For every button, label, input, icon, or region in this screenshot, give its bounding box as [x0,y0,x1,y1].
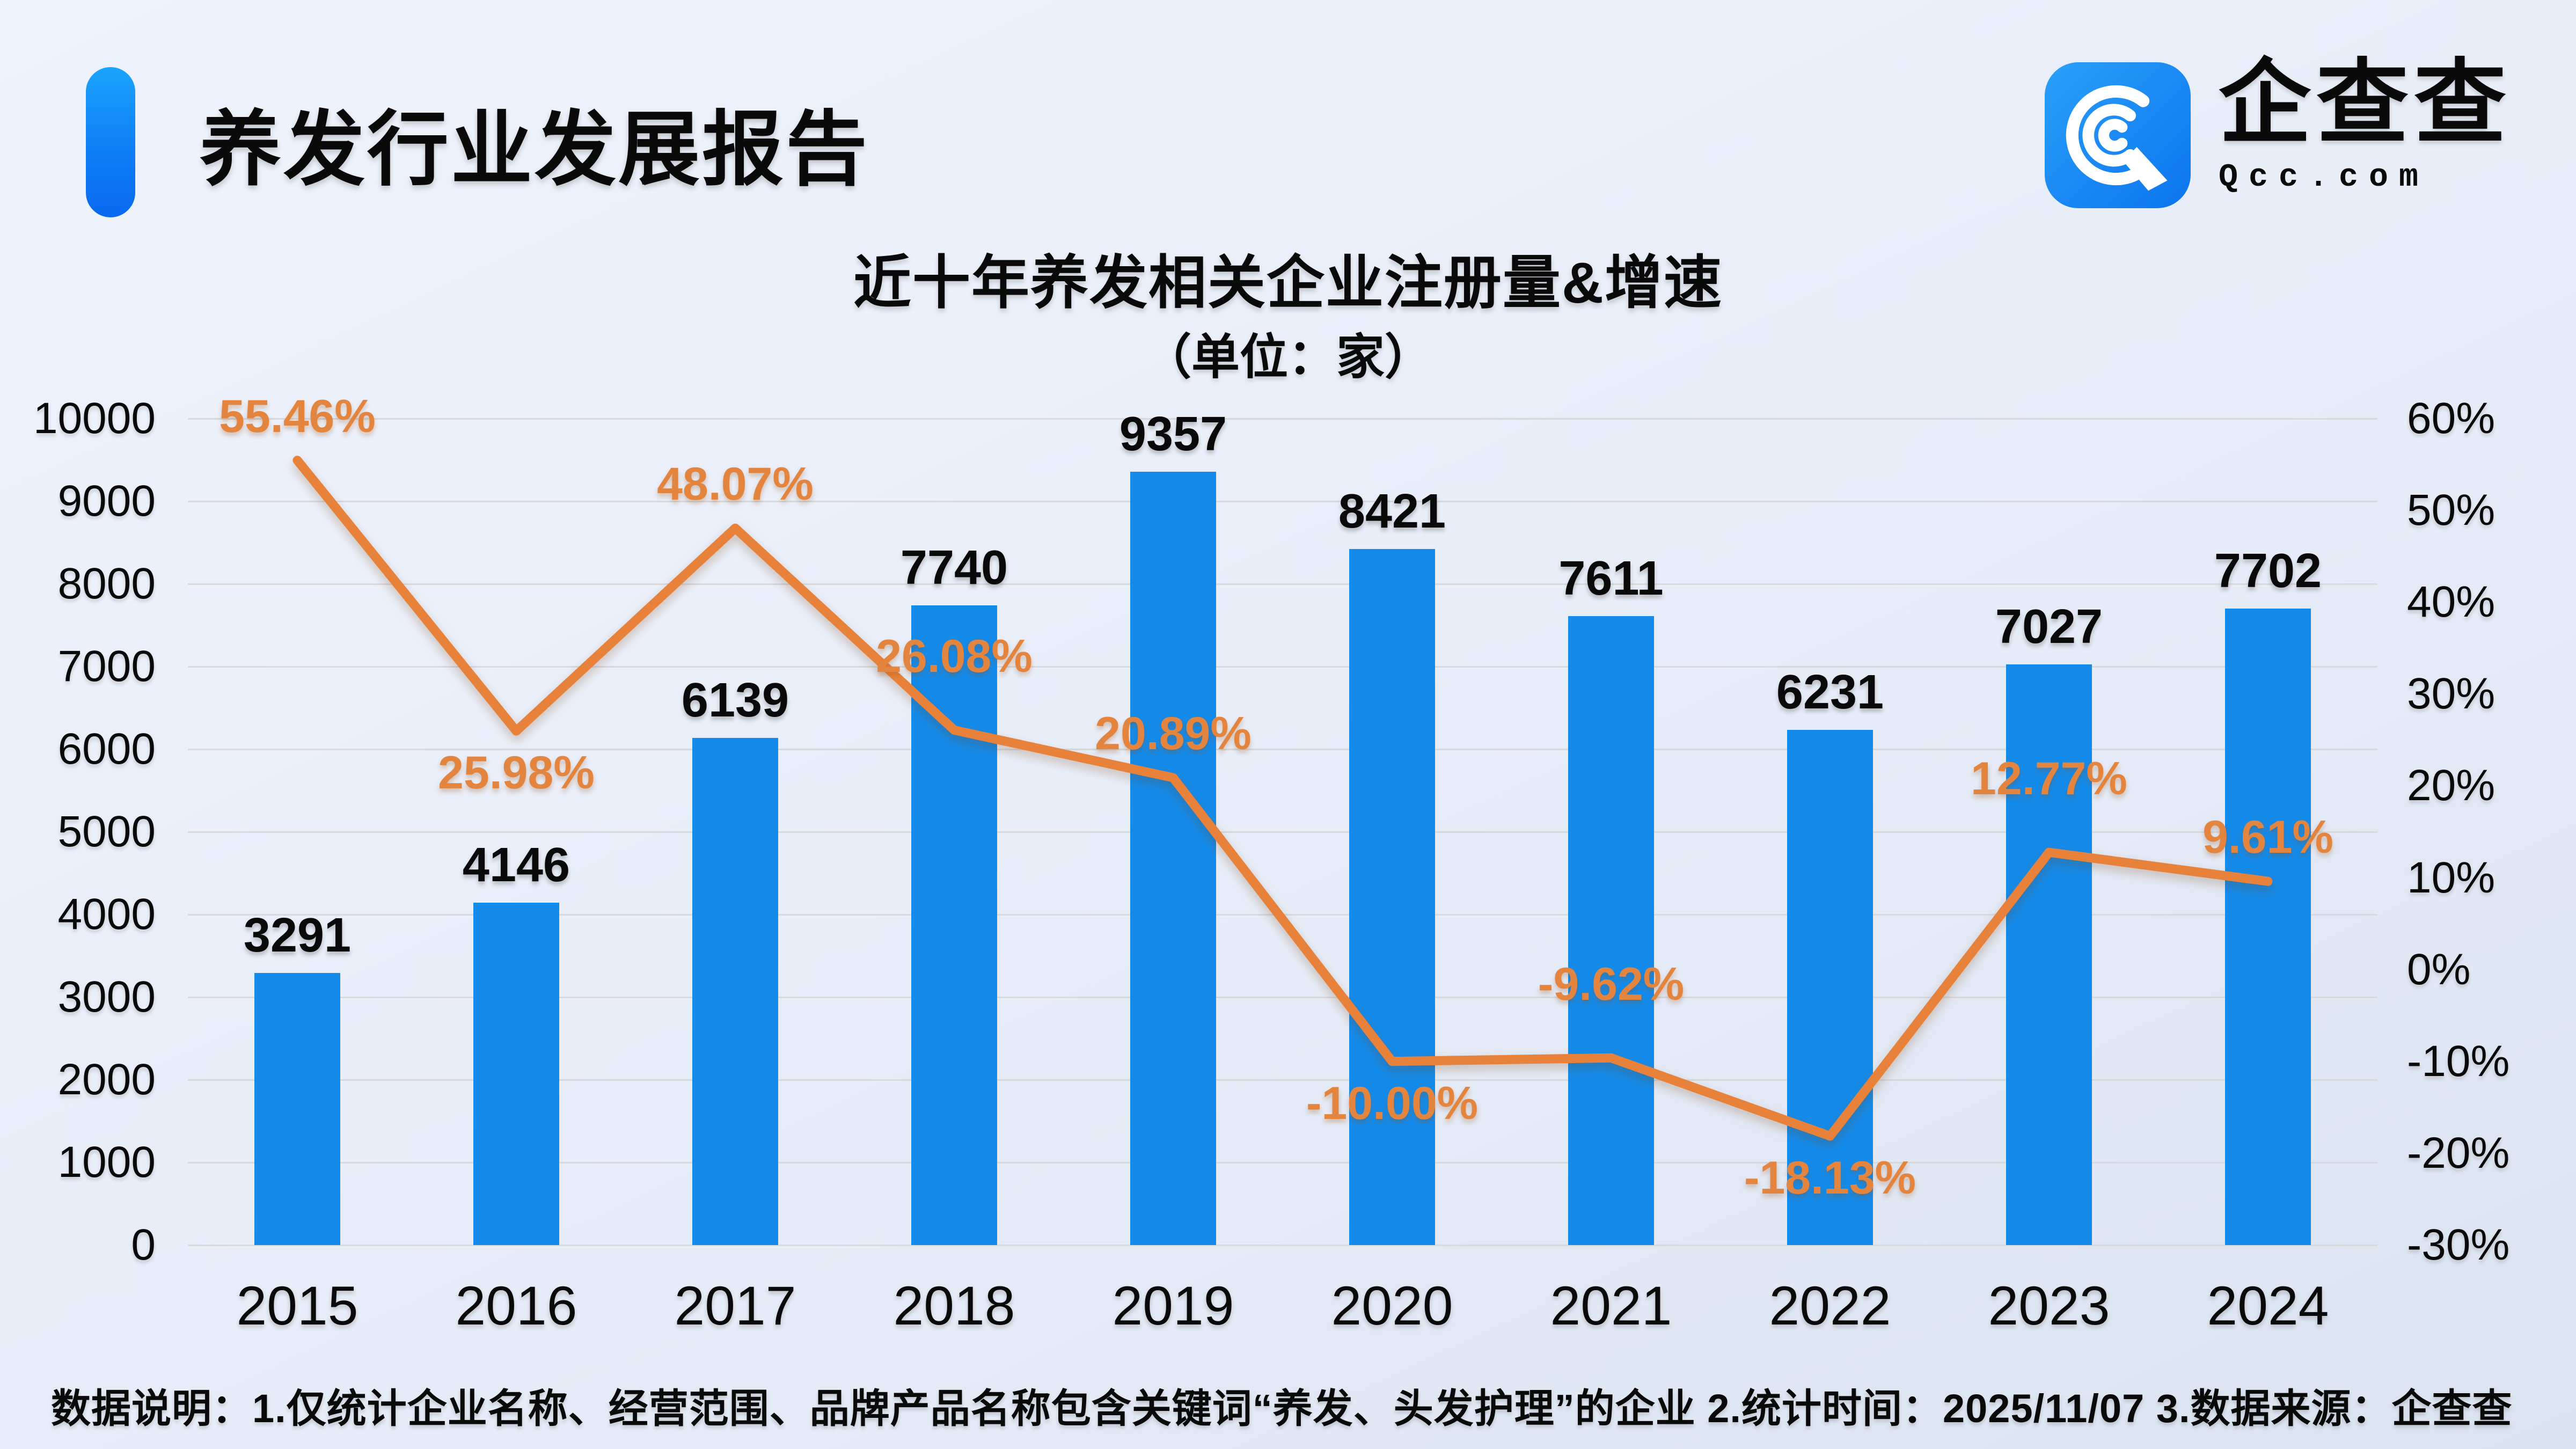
bar-2021 [1568,616,1654,1245]
gridline-8000 [188,583,2377,585]
bar-2020 [1349,549,1435,1245]
bar-value-2023: 7027 [1995,599,2103,654]
bar-2015 [254,973,340,1245]
growth-label-2024: 9.61% [2202,811,2333,863]
gridline-6000 [188,748,2377,750]
bar-2019 [1130,472,1216,1245]
bar-value-2020: 8421 [1338,485,1446,539]
x-label-2021: 2021 [1550,1275,1672,1336]
bar-value-2024: 7702 [2214,544,2322,598]
growth-label-2017: 48.07% [657,458,814,510]
qcc-logo: 企查查 Qcc.com [2045,54,2512,208]
report-header: 养发行业发展报告 [86,64,869,220]
bar-value-2019: 9357 [1119,407,1227,462]
left-axis-tick-0: 0 [131,1220,156,1269]
growth-label-2022: -18.13% [1744,1152,1916,1204]
left-axis-tick-2000: 2000 [57,1055,156,1104]
right-axis-tick-40%: 40% [2407,577,2496,627]
right-axis-tick--30%: -30% [2407,1220,2510,1269]
right-axis-tick-60%: 60% [2407,394,2496,443]
left-axis-tick-10000: 10000 [33,394,156,443]
gridline-5000 [188,831,2377,833]
gridline-7000 [188,665,2377,668]
x-label-2022: 2022 [1769,1275,1891,1336]
right-axis-tick-30%: 30% [2407,669,2496,719]
left-axis-tick-5000: 5000 [57,807,156,856]
x-label-2024: 2024 [2207,1275,2329,1336]
bar-value-2021: 7611 [1558,551,1664,605]
qcc-logo-icon [2045,62,2191,208]
x-label-2023: 2023 [1988,1275,2110,1336]
accent-bar [86,67,135,217]
x-label-2020: 2020 [1331,1275,1453,1336]
bar-2023 [2006,664,2092,1245]
right-axis-tick-50%: 50% [2407,486,2496,535]
gridline-0 [188,1244,2377,1246]
qcc-logo-text: 企查查 Qcc.com [2219,54,2512,196]
growth-label-2021: -9.62% [1538,958,1685,1011]
left-axis-tick-3000: 3000 [57,972,156,1021]
growth-label-2018: 26.08% [876,631,1033,683]
chart-title: 近十年养发相关企业注册量&增速 [853,250,1723,315]
bar-value-2018: 7740 [900,541,1008,595]
left-axis-tick-8000: 8000 [57,559,156,608]
qcc-logo-name: 企查查 [2219,52,2512,155]
x-label-2016: 2016 [455,1275,577,1336]
x-label-2017: 2017 [674,1275,796,1336]
chart-plot-area: 0 1000 2000 3000 4000 5000 6000 7000 8000 9000 100… [33,391,2509,1336]
right-axis-tick-0%: 0% [2407,945,2471,994]
bar-2024 [2225,608,2311,1245]
right-axis-tick-10%: 10% [2407,853,2496,902]
left-axis-tick-1000: 1000 [57,1138,156,1187]
bar-value-2016: 4146 [462,838,570,892]
growth-label-2020: -10.00% [1306,1077,1479,1129]
left-axis-tick-6000: 6000 [57,724,156,773]
right-axis-tick--20%: -20% [2407,1128,2510,1177]
left-axis-tick-9000: 9000 [57,477,156,525]
x-label-2019: 2019 [1112,1275,1234,1336]
left-axis-tick-7000: 7000 [57,642,156,691]
bar-2017 [692,737,778,1245]
data-notes: 数据说明：1.仅统计企业名称、经营范围、品牌产品名称包含关键词“养发、头发护理”… [51,1386,2513,1431]
growth-label-2015: 55.46% [219,390,376,442]
gridline-1000 [188,1161,2377,1163]
right-axis-tick--10%: -10% [2407,1036,2510,1086]
x-label-2018: 2018 [893,1275,1015,1336]
growth-label-2019: 20.89% [1095,708,1252,760]
page-title: 养发行业发展报告 [200,104,869,195]
bar-value-2017: 6139 [681,673,789,727]
gridline-10000 [188,418,2377,420]
gridline-9000 [188,500,2377,502]
growth-label-2016: 25.98% [438,747,595,799]
bar-value-2015: 3291 [243,909,352,963]
bar-2022 [1787,730,1873,1245]
growth-line [292,456,2273,1141]
bar-2018 [911,605,997,1245]
chart-subtitle: （单位：家） [1143,331,1433,384]
bar-2016 [473,902,559,1245]
qcc-logo-domain: Qcc.com [2219,159,2429,196]
growth-line-chart [292,456,2273,1141]
growth-label-2023: 12.77% [1971,753,2127,805]
gridline-3000 [188,996,2377,998]
left-axis-tick-4000: 4000 [57,890,156,939]
bar-value-2022: 6231 [1776,665,1884,720]
gridline-2000 [188,1079,2377,1081]
right-axis-tick-20%: 20% [2407,761,2496,810]
x-label-2015: 2015 [236,1275,358,1336]
